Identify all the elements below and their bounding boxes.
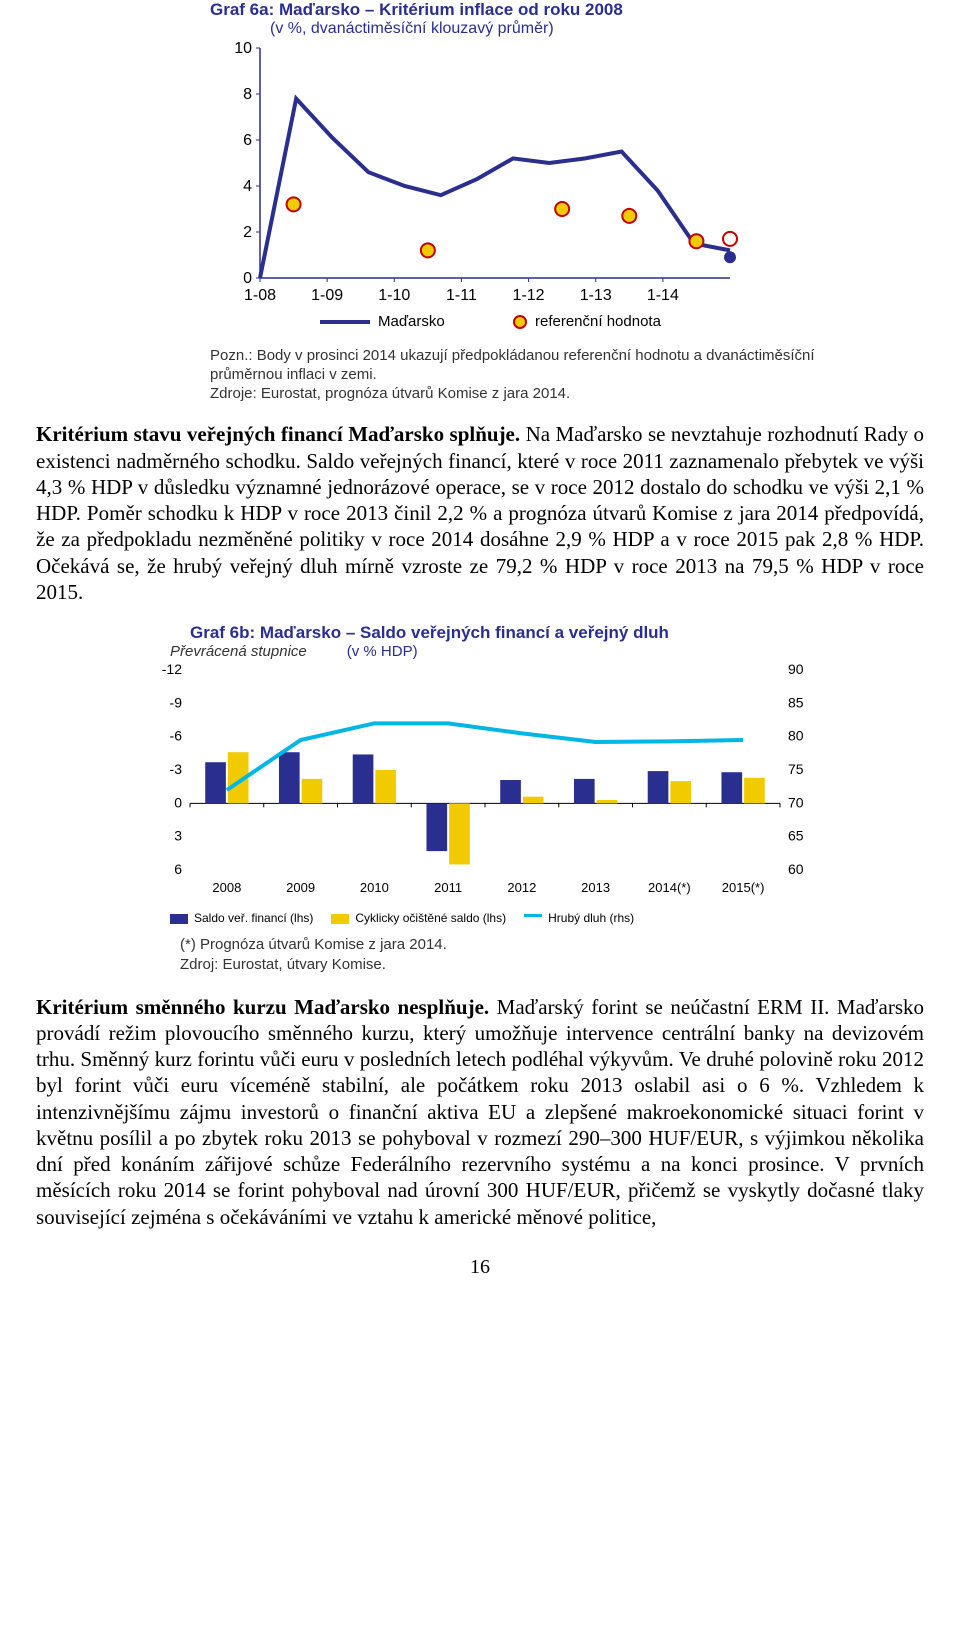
svg-text:1-08: 1-08 xyxy=(244,287,276,304)
legend-label-3: Hrubý dluh (rhs) xyxy=(548,911,634,925)
svg-text:60: 60 xyxy=(788,861,804,877)
paragraph-2: Kritérium směnného kurzu Maďarsko nesplň… xyxy=(36,994,924,1230)
chart-6b-subtitle: (v % HDP) xyxy=(347,643,418,660)
svg-text:2015(*): 2015(*) xyxy=(722,880,765,895)
chart-6b-foot: (*) Prognóza útvarů Komise z jara 2014. … xyxy=(130,935,830,976)
svg-text:2013: 2013 xyxy=(581,880,610,895)
svg-text:65: 65 xyxy=(788,828,804,844)
legend-label-2: Cyklicky očištěné saldo (lhs) xyxy=(355,911,506,925)
legend-label-1: Saldo veř. financí (lhs) xyxy=(194,911,313,925)
svg-text:0: 0 xyxy=(174,794,182,810)
svg-text:80: 80 xyxy=(788,728,804,744)
svg-text:75: 75 xyxy=(788,761,804,777)
chart-6b-foot1: (*) Prognóza útvarů Komise z jara 2014. xyxy=(180,935,830,955)
chart-6a-subtitle: (v %, dvanáctiměsíční klouzavý průměr) xyxy=(210,20,830,38)
legend-item-3: Hrubý dluh (rhs) xyxy=(524,911,634,925)
svg-text:1-10: 1-10 xyxy=(378,287,410,304)
chart-6b-title-prefix: Graf 6b: xyxy=(190,623,260,642)
svg-text:10: 10 xyxy=(234,40,252,57)
chart-6b-legend: Saldo veř. financí (lhs) Cyklicky očiště… xyxy=(130,905,830,925)
svg-text:3: 3 xyxy=(174,828,182,844)
svg-text:2: 2 xyxy=(243,224,252,241)
svg-text:-3: -3 xyxy=(170,761,183,777)
svg-text:-9: -9 xyxy=(170,694,183,710)
chart-6b-title: Graf 6b: Maďarsko – Saldo veřejných fina… xyxy=(130,623,830,643)
paragraph-1: Kritérium stavu veřejných financí Maďars… xyxy=(36,421,924,605)
svg-text:0: 0 xyxy=(243,270,252,287)
chart-6b-title-main: Maďarsko – Saldo veřejných financí a veř… xyxy=(260,623,669,642)
chart-6a-note2: Zdroje: Eurostat, prognóza útvarů Komise… xyxy=(210,385,830,404)
svg-text:8: 8 xyxy=(243,86,252,103)
svg-text:6: 6 xyxy=(174,861,182,877)
chart-6a-svg: 0 2 4 6 8 10 1-08 1-09 1-10 1-11 1-12 1-13 1-14 Maďar… xyxy=(210,38,750,338)
svg-text:2012: 2012 xyxy=(507,880,536,895)
svg-text:-12: -12 xyxy=(162,661,182,677)
svg-text:2009: 2009 xyxy=(286,880,315,895)
svg-text:1-12: 1-12 xyxy=(513,287,545,304)
chart-6a-subtitle-text: (v %, dvanáctiměsíční klouzavý průměr) xyxy=(270,20,554,37)
chart-6a-block: Graf 6a: Maďarsko – Kritérium inflace od… xyxy=(130,0,830,403)
chart-6b-subhead: Převrácená stupnice (v % HDP) xyxy=(130,643,830,660)
chart-6a-title: Graf 6a: Maďarsko – Kritérium inflace od… xyxy=(210,0,830,20)
page: Graf 6a: Maďarsko – Kritérium inflace od… xyxy=(0,0,960,1315)
svg-text:4: 4 xyxy=(243,178,252,195)
svg-text:6: 6 xyxy=(243,132,252,149)
chart-6a-note: Pozn.: Body v prosinci 2014 ukazují před… xyxy=(210,347,830,403)
legend-swatch-cyan xyxy=(524,914,542,917)
svg-text:-6: -6 xyxy=(170,728,183,744)
paragraph-2-rest: Maďarský forint se neúčastní ERM II. Maď… xyxy=(36,995,924,1229)
chart-6a-title-main: Maďarsko – Kritérium inflace od roku 200… xyxy=(279,0,623,19)
chart-6b-svg: -12 -9 -6 -3 0 3 6 90 85 80 75 70 65 60 2008 2009 2010 20… xyxy=(130,660,830,900)
svg-text:1-09: 1-09 xyxy=(311,287,343,304)
svg-text:2014(*): 2014(*) xyxy=(648,880,691,895)
svg-text:90: 90 xyxy=(788,661,804,677)
paragraph-2-lead: Kritérium směnného kurzu Maďarsko nesplň… xyxy=(36,995,489,1019)
svg-text:referenční hodnota: referenční hodnota xyxy=(535,313,662,330)
legend-item-2: Cyklicky očištěné saldo (lhs) xyxy=(331,911,506,925)
chart-6a-note1: Pozn.: Body v prosinci 2014 ukazují před… xyxy=(210,347,830,385)
svg-text:1-11: 1-11 xyxy=(446,287,477,304)
legend-swatch-blue xyxy=(170,914,188,924)
legend-swatch-yellow xyxy=(331,914,349,924)
svg-text:85: 85 xyxy=(788,694,804,710)
page-number: 16 xyxy=(36,1256,924,1279)
chart-6b-foot2: Zdroj: Eurostat, útvary Komise. xyxy=(180,955,830,975)
svg-text:1-14: 1-14 xyxy=(647,287,679,304)
svg-text:Maďarsko: Maďarsko xyxy=(378,313,445,330)
svg-text:2011: 2011 xyxy=(434,880,462,895)
chart-6b-block: Graf 6b: Maďarsko – Saldo veřejných fina… xyxy=(130,623,830,976)
paragraph-1-lead: Kritérium stavu veřejných financí Maďars… xyxy=(36,422,520,446)
svg-text:70: 70 xyxy=(788,794,804,810)
svg-text:2008: 2008 xyxy=(212,880,241,895)
chart-6b-overlabel: Převrácená stupnice xyxy=(170,643,307,660)
chart-6a-title-prefix: Graf 6a: xyxy=(210,0,279,19)
svg-text:2010: 2010 xyxy=(360,880,389,895)
paragraph-1-rest: Na Maďarsko se nevztahuje rozhodnutí Rad… xyxy=(36,422,924,604)
svg-text:1-13: 1-13 xyxy=(580,287,612,304)
legend-item-1: Saldo veř. financí (lhs) xyxy=(170,911,313,925)
